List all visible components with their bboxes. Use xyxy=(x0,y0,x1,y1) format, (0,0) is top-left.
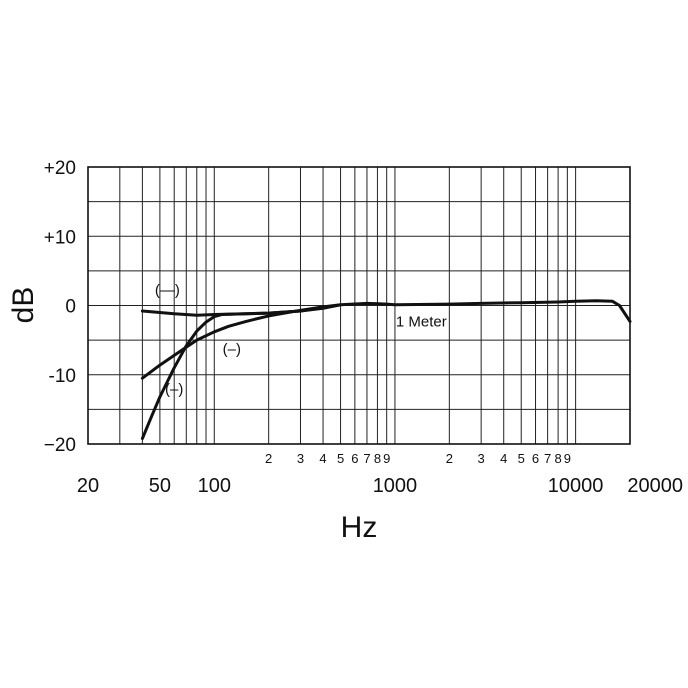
x-tick-label-minor: 4 xyxy=(500,451,507,466)
y-tick-label: −20 xyxy=(44,435,76,456)
series-layer xyxy=(140,299,632,440)
x-tick-label-minor: 8 xyxy=(554,451,561,466)
annotation-label: (—) xyxy=(155,282,180,299)
y-tick-labels: +20 +10 0 -10 −20 xyxy=(44,158,76,456)
x-tick-label-minor: 5 xyxy=(518,451,525,466)
horizontal-grid-lines xyxy=(88,166,630,445)
y-axis-title: dB xyxy=(7,287,40,324)
x-tick-label-minor: 8 xyxy=(374,451,381,466)
x-tick-label-major: 50 xyxy=(149,475,171,497)
series-line-3 xyxy=(140,303,343,440)
x-tick-label-minor: 9 xyxy=(564,451,571,466)
y-tick-label: -10 xyxy=(49,366,76,387)
x-tick-label-minor: 7 xyxy=(363,451,370,466)
plot-frame xyxy=(87,166,631,445)
x-tick-label-minor: 4 xyxy=(319,451,326,466)
x-tick-label-minor: 7 xyxy=(544,451,551,466)
y-tick-label: +20 xyxy=(44,158,76,179)
annotation-label: (–) xyxy=(223,341,241,358)
series-line-2 xyxy=(140,303,343,380)
y-tick-label: +10 xyxy=(44,227,76,248)
x-tick-label-minor: 3 xyxy=(478,451,485,466)
x-tick-label-major: 20000 xyxy=(627,475,683,497)
x-tick-label-major: 10000 xyxy=(548,475,604,497)
x-tick-label-minor: 2 xyxy=(265,451,272,466)
x-tick-label-minor: 5 xyxy=(337,451,344,466)
x-tick-label-major: 1000 xyxy=(373,475,418,497)
x-tick-label-minor: 6 xyxy=(532,451,539,466)
x-tick-label-minor: 2 xyxy=(446,451,453,466)
x-tick-label-minor: 3 xyxy=(297,451,304,466)
x-tick-label-major: 100 xyxy=(198,475,231,497)
x-tick-label-minor: 6 xyxy=(351,451,358,466)
y-tick-label: 0 xyxy=(65,297,76,318)
annotations: (—) (–) (–) 1 Meter xyxy=(155,282,447,398)
annotation-label: 1 Meter xyxy=(396,313,447,330)
annotation-label: (–) xyxy=(165,381,183,398)
x-tick-label-minor: 9 xyxy=(383,451,390,466)
x-axis-title: Hz xyxy=(341,511,378,544)
x-tick-label-major: 20 xyxy=(77,475,99,497)
